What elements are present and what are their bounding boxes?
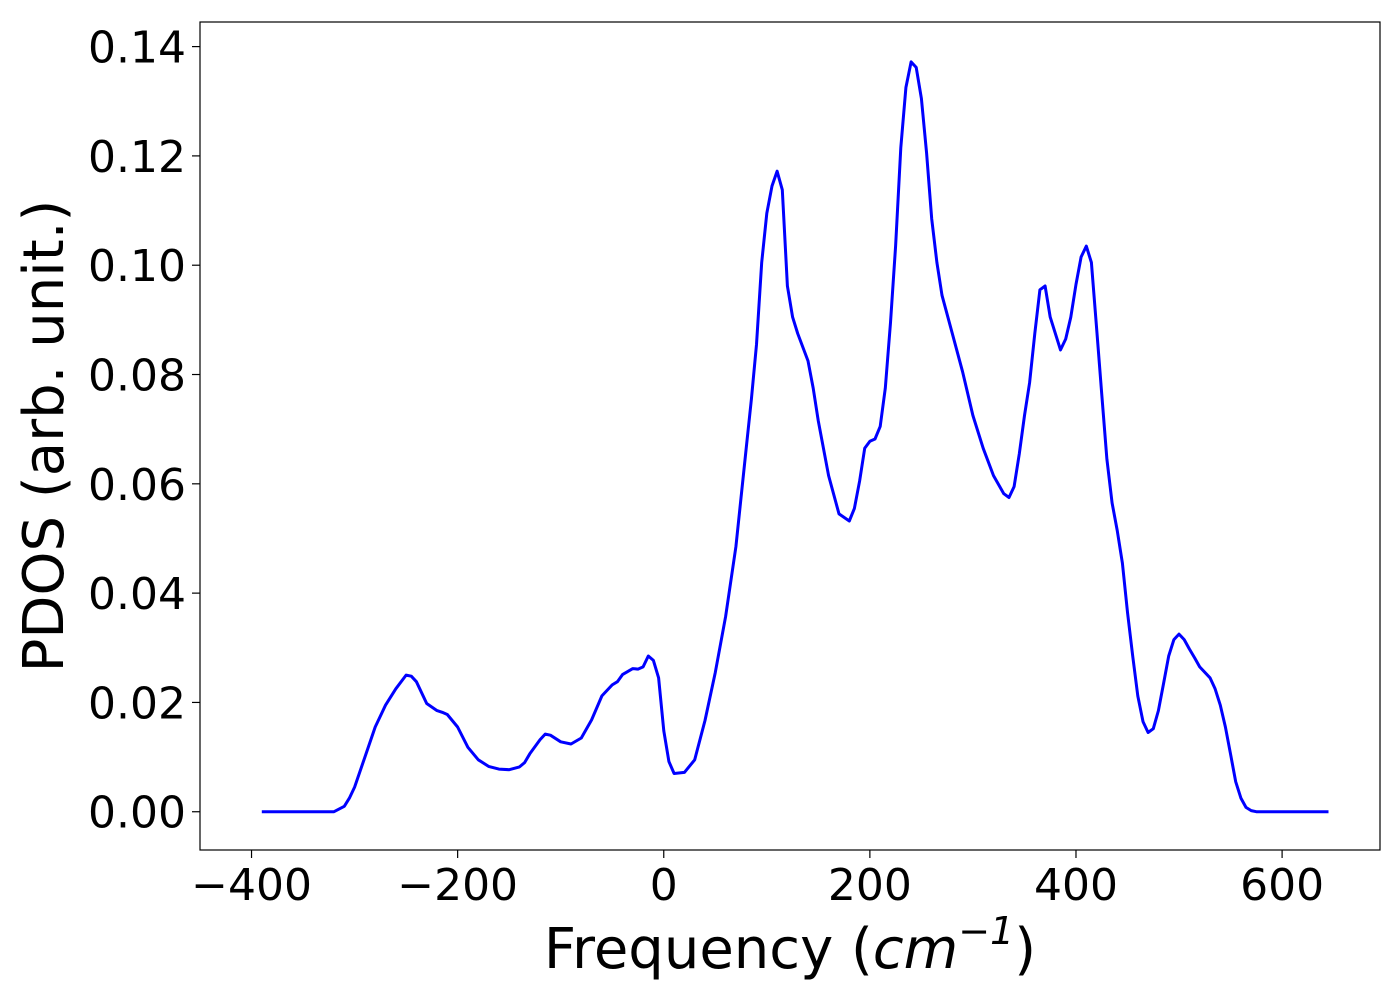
y-tick-label: 0.08 — [88, 351, 186, 402]
y-tick-label: 0.00 — [88, 788, 186, 839]
x-tick-label: −400 — [191, 860, 312, 911]
x-tick-label: 600 — [1240, 860, 1324, 911]
x-tick-label: 0 — [650, 860, 678, 911]
y-tick-label: 0.06 — [88, 460, 186, 511]
y-tick-label: 0.02 — [88, 678, 186, 729]
x-tick-label: 200 — [828, 860, 912, 911]
plot-area — [199, 21, 1381, 851]
y-axis: 0.00 0.02 0.04 0.06 0.08 0.10 0.12 0.14 — [88, 23, 200, 839]
x-axis-title: Frequency (cm−1) — [544, 909, 1036, 982]
y-tick-label: 0.12 — [88, 132, 186, 183]
pdos-series-line — [261, 60, 1329, 814]
y-tick-label: 0.04 — [88, 569, 186, 620]
x-axis: −400 −200 0 200 400 600 — [191, 850, 1324, 911]
y-tick-label: 0.10 — [88, 241, 186, 292]
y-tick-label: 0.14 — [88, 23, 186, 74]
y-axis-title: PDOS (arb. unit.) — [12, 200, 77, 673]
x-tick-label: −200 — [397, 860, 518, 911]
x-tick-label: 400 — [1034, 860, 1118, 911]
